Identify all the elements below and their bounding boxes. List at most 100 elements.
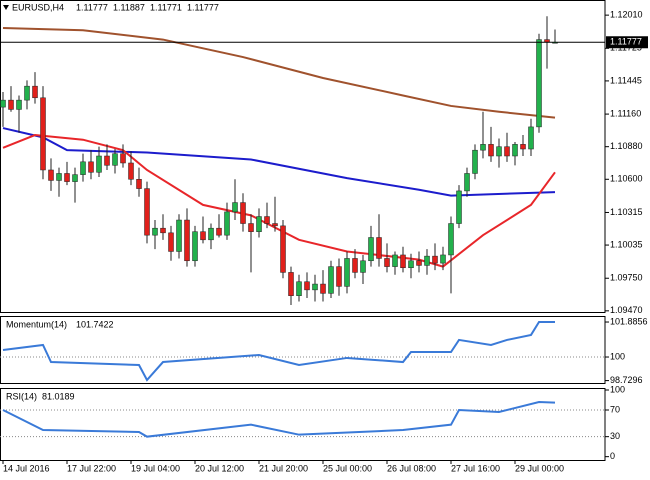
candle-body: [496, 146, 502, 157]
candle-body: [48, 169, 54, 181]
candle-body: [144, 188, 150, 236]
moving-average: [2, 26, 556, 119]
candle-body: [0, 99, 6, 108]
x-tick-label: 27 Jul 16:00: [451, 463, 500, 473]
candle-body: [312, 283, 318, 291]
candle-body: [440, 254, 446, 264]
candle-body: [208, 227, 214, 241]
header-value: 1.11777: [187, 2, 219, 12]
candle-body: [56, 173, 62, 181]
candle-body: [352, 258, 358, 273]
candle-body: [96, 155, 102, 173]
pane-frame: [0, 316, 606, 384]
candle-body: [64, 173, 70, 182]
candle-body: [184, 219, 190, 262]
candle-body: [32, 85, 38, 99]
x-tick-label: 14 Jul 2016: [3, 463, 50, 473]
chart-title: EURUSD,H4: [12, 2, 64, 12]
x-tick-label: 19 Jul 04:00: [131, 463, 180, 473]
candle-body: [24, 85, 30, 101]
candle-body: [408, 260, 414, 269]
candle-body: [512, 144, 518, 157]
candle-body: [368, 237, 374, 262]
pane-frame: [0, 0, 606, 313]
candle-body: [8, 99, 14, 110]
header-value: 1.11777: [76, 2, 108, 12]
candle-body: [272, 223, 278, 227]
indicator-line: [2, 320, 555, 382]
candle-body: [80, 161, 86, 175]
candle-body: [488, 144, 494, 157]
y-tick-label: 1.10315: [610, 207, 643, 217]
x-tick-label: 17 Jul 22:00: [67, 463, 116, 473]
candle-body: [136, 179, 142, 189]
candle-body: [400, 254, 406, 269]
indicator-line: [2, 400, 556, 438]
candle-body: [392, 254, 398, 267]
candle-body: [216, 227, 222, 236]
candle-body: [176, 219, 182, 252]
candle-body: [200, 231, 206, 241]
candle-body: [280, 225, 286, 273]
candle-body: [456, 190, 462, 224]
candle-body: [504, 146, 510, 157]
candle-body: [40, 97, 46, 171]
candle-body: [160, 227, 166, 234]
momentum-value: 101.7422: [76, 319, 114, 329]
candle-body: [104, 155, 110, 166]
y-tick-label: 1.11445: [610, 75, 642, 85]
y-tick-label: 30: [610, 431, 620, 441]
candle-body: [328, 266, 334, 294]
candle-body: [264, 216, 270, 224]
candle-body: [472, 149, 478, 174]
candle-body: [256, 216, 262, 232]
y-tick-label: 100: [610, 351, 625, 361]
moving-average: [2, 127, 556, 197]
y-tick-label: 1.12010: [610, 10, 643, 20]
pane-frame: [0, 388, 606, 461]
y-tick-label: 70: [610, 404, 620, 414]
candle-body: [128, 162, 134, 180]
candle-body: [296, 281, 302, 296]
candle-body: [464, 173, 470, 192]
menu-triangle: [3, 5, 9, 10]
y-tick-label: 1.10880: [610, 141, 643, 151]
candle-body: [384, 258, 390, 267]
y-tick-label: 1.09750: [610, 273, 643, 283]
candle-body: [536, 39, 542, 128]
y-tick-label: 101.8856: [610, 316, 648, 326]
candle-body: [344, 258, 350, 287]
candle-body: [432, 255, 438, 264]
candle-body: [360, 260, 366, 273]
y-tick-label: 1.09470: [610, 305, 643, 315]
x-tick-label: 25 Jul 00:00: [323, 463, 372, 473]
x-tick-label: 20 Jul 12:00: [195, 463, 244, 473]
candle-body: [480, 144, 486, 151]
candle-body: [288, 272, 294, 296]
candle-body: [152, 227, 158, 236]
rsi-title: RSI(14): [6, 391, 37, 401]
header-value: 1.11771: [150, 2, 182, 12]
x-tick-label: 26 Jul 08:00: [387, 463, 436, 473]
candle-body: [16, 99, 22, 110]
y-tick-label: 1.10600: [610, 174, 643, 184]
candle-body: [112, 153, 118, 166]
candle-body: [320, 283, 326, 294]
momentum-title: Momentum(14): [6, 319, 67, 329]
x-tick-label: 21 Jul 20:00: [259, 463, 308, 473]
candle-body: [248, 223, 254, 232]
candle-body: [528, 126, 534, 150]
candle-body: [448, 223, 454, 256]
candle-body: [72, 174, 78, 182]
y-tick-label: 1.10035: [610, 239, 643, 249]
candle-body: [240, 202, 246, 224]
candle-body: [120, 153, 126, 164]
candle-body: [336, 266, 342, 287]
candle-body: [304, 281, 310, 291]
candle-body: [376, 237, 382, 259]
y-tick-label: 98.7296: [610, 375, 643, 385]
candle-body: [168, 232, 174, 252]
current-price-label: 1.11777: [610, 37, 642, 47]
